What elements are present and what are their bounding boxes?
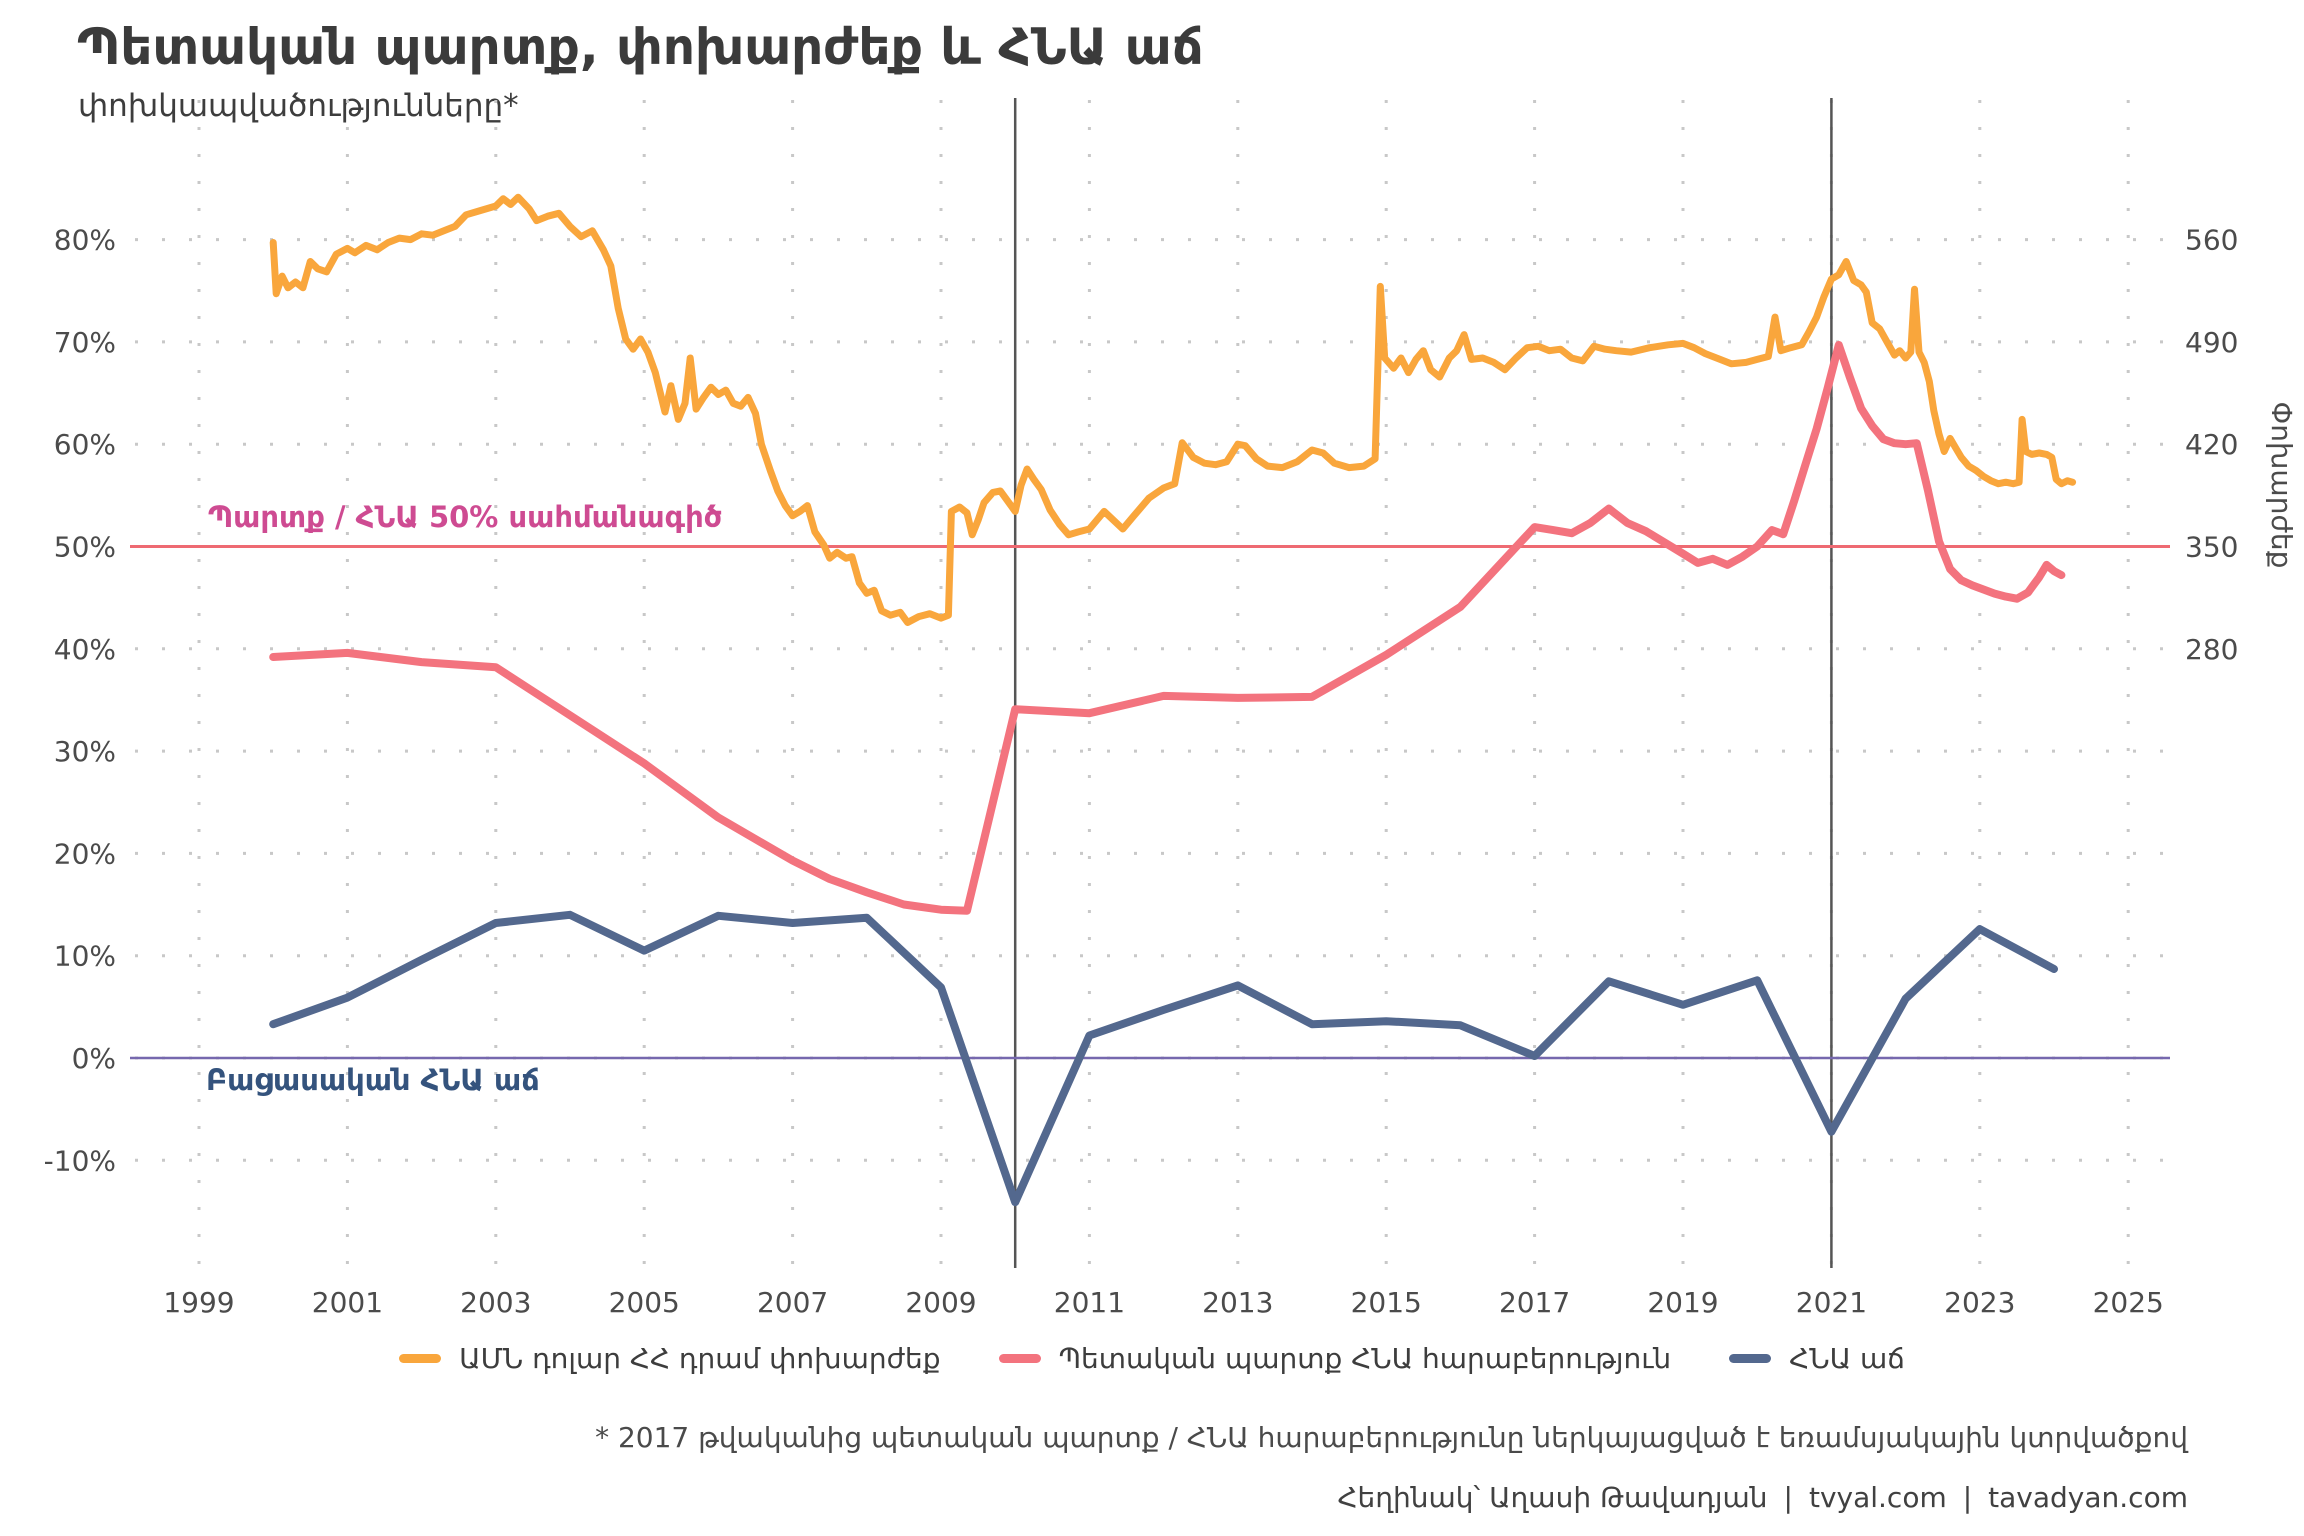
series-line-0	[269, 193, 2077, 626]
y-left-tick-label: 60%	[54, 428, 116, 461]
exchange-rate-swatch-icon	[399, 1354, 442, 1363]
y-left-tick-label: 80%	[54, 224, 116, 257]
page-subtitle: փոխկապվածությունները*	[78, 88, 519, 124]
y-right-tick-label: 280	[2185, 633, 2238, 666]
author-credit: Հեղինակ՝ Աղասի Թավադյան	[1337, 1481, 1768, 1514]
x-tick-label: 2001	[312, 1286, 383, 1319]
legend-label-exchange-rate: ԱՄՆ դոլար ՀՀ դրամ փոխարժեք	[459, 1342, 941, 1375]
x-tick-label: 2013	[1202, 1286, 1273, 1319]
x-tick-label: 2009	[905, 1286, 976, 1319]
x-tick-label: 2021	[1796, 1286, 1867, 1319]
footnote: * 2017 թվականից պետական պարտք / ՀՆԱ հարա…	[595, 1421, 2188, 1454]
legend-item-exchange-rate: ԱՄՆ դոլար ՀՀ դրամ փոխարժեք	[399, 1342, 941, 1375]
x-tick-label: 2007	[757, 1286, 828, 1319]
debt-threshold-annotation: Պարտք / ՀՆԱ 50% սահմանագիծ	[208, 500, 723, 534]
legend-item-debt-ratio: Պետական պարտք ՀՆԱ հարաբերություն	[998, 1342, 1672, 1375]
y-right-tick-label: 420	[2185, 428, 2238, 461]
x-tick-label: 2025	[2093, 1286, 2164, 1319]
y-right-tick-label: 350	[2185, 531, 2238, 564]
gdp-growth-swatch-icon	[1729, 1354, 1772, 1363]
y-left-tick-label: 10%	[54, 940, 116, 973]
negative-gdp-annotation: Բացասական ՀՆԱ աճ	[206, 1063, 540, 1097]
x-tick-label: 2003	[460, 1286, 531, 1319]
x-tick-label: 2005	[609, 1286, 680, 1319]
series-line-2	[269, 910, 2058, 1207]
separator: |	[1783, 1481, 1793, 1514]
series-line-1	[269, 341, 2066, 915]
x-tick-label: 2017	[1499, 1286, 1570, 1319]
link-tvyal[interactable]: tvyal.com	[1808, 1481, 1947, 1514]
x-tick-label: 2015	[1351, 1286, 1422, 1319]
link-tavadyan[interactable]: tavadyan.com	[1988, 1481, 2188, 1514]
x-tick-label: 2011	[1054, 1286, 1125, 1319]
page-title: Պետական պարտք, փոխարժեք և ՀՆԱ աճ	[77, 18, 1204, 76]
y-left-tick-label: 0%	[72, 1042, 116, 1075]
y-left-tick-label: -10%	[44, 1144, 116, 1177]
x-tick-label: 2019	[1647, 1286, 1718, 1319]
legend-label-gdp-growth: ՀՆԱ աճ	[1789, 1342, 1905, 1375]
y-left-tick-label: 50%	[54, 531, 116, 564]
legend-item-gdp-growth: ՀՆԱ աճ	[1729, 1342, 1905, 1375]
y-right-tick-label: 560	[2185, 224, 2238, 257]
x-tick-label: 1999	[163, 1286, 234, 1319]
y-left-tick-label: 20%	[54, 837, 116, 870]
separator: |	[1962, 1481, 1973, 1514]
legend-label-debt-ratio: Պետական պարտք ՀՆԱ հարաբերություն	[1058, 1342, 1672, 1375]
debt-ratio-swatch-icon	[998, 1354, 1041, 1363]
y-left-tick-label: 30%	[54, 735, 116, 768]
credit-line: Հեղինակ՝ Աղասի Թավադյան | tvyal.com | ta…	[1337, 1481, 2188, 1514]
chart-legend: ԱՄՆ դոլար ՀՀ դրամ փոխարժեք Պետական պարտք…	[0, 1342, 2304, 1375]
y-right-tick-label: 490	[2185, 326, 2238, 359]
y-right-axis-title: Փոխարժեք	[2265, 402, 2298, 569]
x-tick-label: 2023	[1944, 1286, 2015, 1319]
y-left-tick-label: 70%	[54, 326, 116, 359]
y-left-tick-label: 40%	[54, 633, 116, 666]
